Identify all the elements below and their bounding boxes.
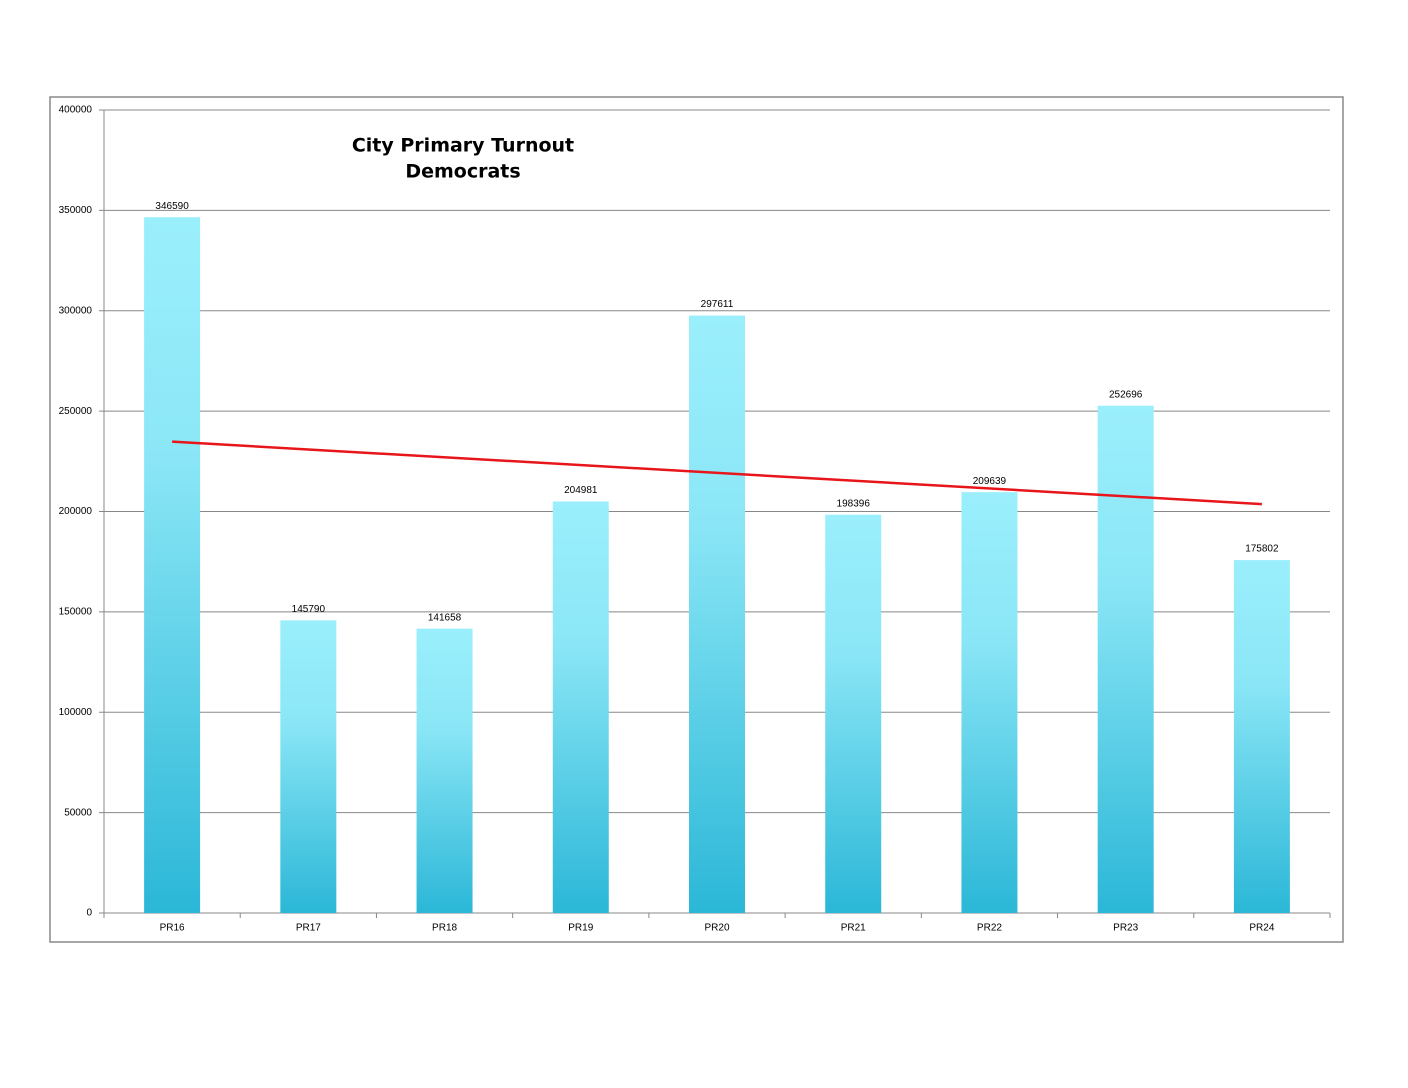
bar — [280, 620, 337, 913]
trendline — [172, 440, 1262, 506]
x-tick-label: PR16 — [160, 923, 185, 934]
x-tick-label: PR21 — [841, 923, 866, 934]
x-tick-label: PR19 — [568, 923, 593, 934]
data-label: 209639 — [973, 476, 1007, 487]
y-tick-label: 400000 — [59, 105, 93, 116]
x-tick-label: PR24 — [1249, 923, 1274, 934]
x-tick-label: PR17 — [296, 923, 321, 934]
chart-title: City Primary Turnout — [352, 135, 574, 157]
bar — [689, 315, 745, 914]
data-label: 198396 — [837, 498, 871, 509]
data-label: 204981 — [564, 485, 598, 496]
data-label: 346590 — [155, 201, 189, 212]
bar — [552, 501, 609, 913]
y-tick-label: 100000 — [59, 707, 93, 718]
data-label: 252696 — [1109, 389, 1143, 400]
bar — [961, 492, 1018, 913]
chart-subtitle: Democrats — [405, 161, 520, 183]
y-tick-label: 150000 — [59, 607, 93, 618]
bar — [144, 217, 201, 913]
y-tick-label: 250000 — [59, 406, 93, 417]
y-tick-label: 50000 — [64, 807, 92, 818]
x-tick-label: PR18 — [432, 923, 457, 934]
data-label: 141658 — [428, 612, 462, 623]
x-tick-label: PR20 — [704, 923, 729, 934]
bar — [1233, 560, 1290, 913]
bar — [825, 514, 882, 913]
x-tick-label: PR22 — [977, 923, 1002, 934]
y-tick-label: 0 — [86, 908, 92, 919]
data-label: 175802 — [1245, 544, 1279, 555]
x-tick-label: PR23 — [1113, 923, 1138, 934]
y-tick-label: 350000 — [59, 205, 93, 216]
y-tick-label: 300000 — [59, 305, 93, 316]
data-label: 297611 — [701, 299, 734, 310]
y-tick-label: 200000 — [59, 506, 93, 517]
bar — [1097, 405, 1154, 913]
data-label: 145790 — [292, 604, 326, 615]
bar — [416, 628, 473, 913]
